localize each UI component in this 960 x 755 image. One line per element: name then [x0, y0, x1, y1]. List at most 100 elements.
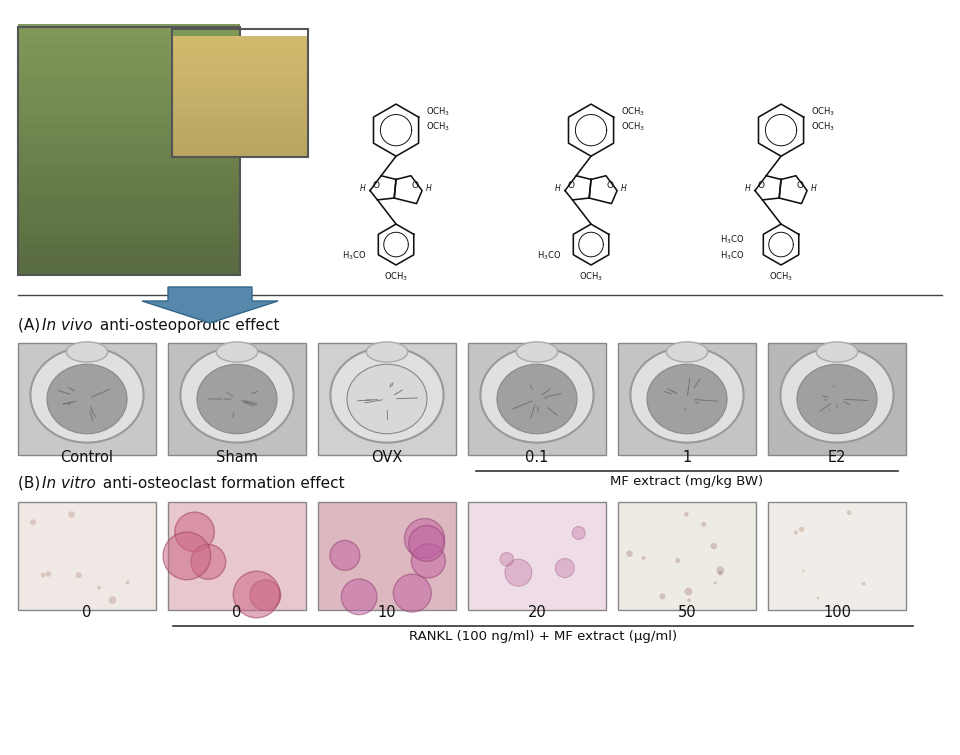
Circle shape — [342, 579, 377, 615]
Text: H: H — [360, 184, 366, 193]
Ellipse shape — [780, 347, 894, 442]
Bar — [172, 76, 308, 87]
Bar — [18, 104, 240, 115]
Ellipse shape — [480, 347, 593, 442]
Text: 20: 20 — [528, 605, 546, 620]
Circle shape — [799, 527, 804, 532]
Bar — [318, 502, 456, 610]
Circle shape — [626, 550, 633, 557]
Circle shape — [68, 511, 75, 518]
Ellipse shape — [631, 347, 744, 442]
Ellipse shape — [647, 364, 727, 433]
Circle shape — [794, 531, 798, 535]
Bar — [172, 66, 308, 77]
Bar — [18, 64, 240, 75]
Bar — [172, 116, 308, 127]
Text: O: O — [372, 180, 379, 190]
Text: anti-osteoporotic effect: anti-osteoporotic effect — [95, 318, 279, 333]
Bar — [18, 144, 240, 155]
Ellipse shape — [330, 347, 444, 442]
Text: RANKL (100 ng/ml) + MF extract (μg/ml): RANKL (100 ng/ml) + MF extract (μg/ml) — [409, 630, 677, 643]
Text: 0: 0 — [83, 605, 92, 620]
Text: 0: 0 — [232, 605, 242, 620]
Bar — [468, 502, 606, 610]
Bar — [172, 146, 308, 157]
Bar — [318, 343, 456, 455]
Bar — [18, 114, 240, 125]
Circle shape — [862, 582, 866, 586]
Circle shape — [76, 572, 82, 578]
Text: O: O — [796, 180, 804, 190]
Text: H: H — [426, 184, 432, 193]
Bar — [18, 204, 240, 215]
Circle shape — [817, 596, 820, 599]
Ellipse shape — [797, 364, 877, 433]
Text: OCH$_3$: OCH$_3$ — [579, 270, 603, 283]
Bar — [18, 254, 240, 265]
Text: H$_3$CO: H$_3$CO — [719, 249, 744, 262]
Ellipse shape — [497, 364, 577, 433]
Bar — [468, 343, 606, 455]
Bar — [172, 126, 308, 137]
Bar — [768, 343, 906, 455]
Circle shape — [660, 593, 665, 599]
Ellipse shape — [347, 364, 427, 433]
Circle shape — [45, 572, 51, 577]
Text: 0.1: 0.1 — [525, 450, 549, 465]
Bar — [18, 124, 240, 135]
Text: OCH$_3$: OCH$_3$ — [384, 270, 408, 283]
Ellipse shape — [197, 364, 277, 433]
Text: O: O — [757, 180, 764, 190]
Text: 50: 50 — [678, 605, 696, 620]
Circle shape — [555, 559, 574, 578]
Bar — [18, 84, 240, 95]
Text: OCH$_3$: OCH$_3$ — [426, 120, 450, 133]
Text: In vivo: In vivo — [42, 318, 92, 333]
Bar — [18, 234, 240, 245]
Circle shape — [803, 569, 804, 572]
Circle shape — [716, 566, 724, 575]
Circle shape — [675, 558, 680, 563]
Circle shape — [233, 572, 280, 618]
Text: OCH$_3$: OCH$_3$ — [621, 120, 645, 133]
Bar — [618, 502, 756, 610]
Bar — [172, 29, 308, 157]
Ellipse shape — [516, 342, 558, 362]
Text: Sham: Sham — [216, 450, 258, 465]
Circle shape — [394, 574, 431, 612]
Bar — [172, 56, 308, 67]
Circle shape — [30, 519, 36, 525]
Circle shape — [847, 510, 852, 515]
Circle shape — [163, 532, 210, 580]
Bar — [18, 244, 240, 255]
Bar — [355, 22, 945, 277]
Text: OCH$_3$: OCH$_3$ — [811, 105, 835, 118]
Circle shape — [191, 544, 226, 579]
Circle shape — [500, 553, 514, 566]
Circle shape — [97, 586, 101, 590]
Text: H$_3$CO: H$_3$CO — [719, 233, 744, 246]
Bar — [768, 502, 906, 610]
Text: anti-osteoclast formation effect: anti-osteoclast formation effect — [98, 476, 345, 491]
Circle shape — [710, 543, 717, 550]
Circle shape — [108, 596, 116, 604]
Bar — [618, 343, 756, 455]
Bar — [18, 54, 240, 65]
Ellipse shape — [816, 342, 857, 362]
Bar — [18, 502, 156, 610]
Bar — [168, 502, 306, 610]
Bar — [18, 174, 240, 185]
Circle shape — [572, 526, 586, 540]
Text: E2: E2 — [828, 450, 847, 465]
Ellipse shape — [47, 364, 127, 433]
Bar — [18, 194, 240, 205]
Circle shape — [718, 571, 723, 575]
Bar — [18, 94, 240, 105]
Polygon shape — [142, 287, 278, 323]
Bar — [172, 106, 308, 117]
Ellipse shape — [180, 347, 294, 442]
Circle shape — [713, 581, 717, 584]
Circle shape — [126, 581, 130, 584]
Circle shape — [687, 599, 691, 602]
Bar — [18, 44, 240, 55]
